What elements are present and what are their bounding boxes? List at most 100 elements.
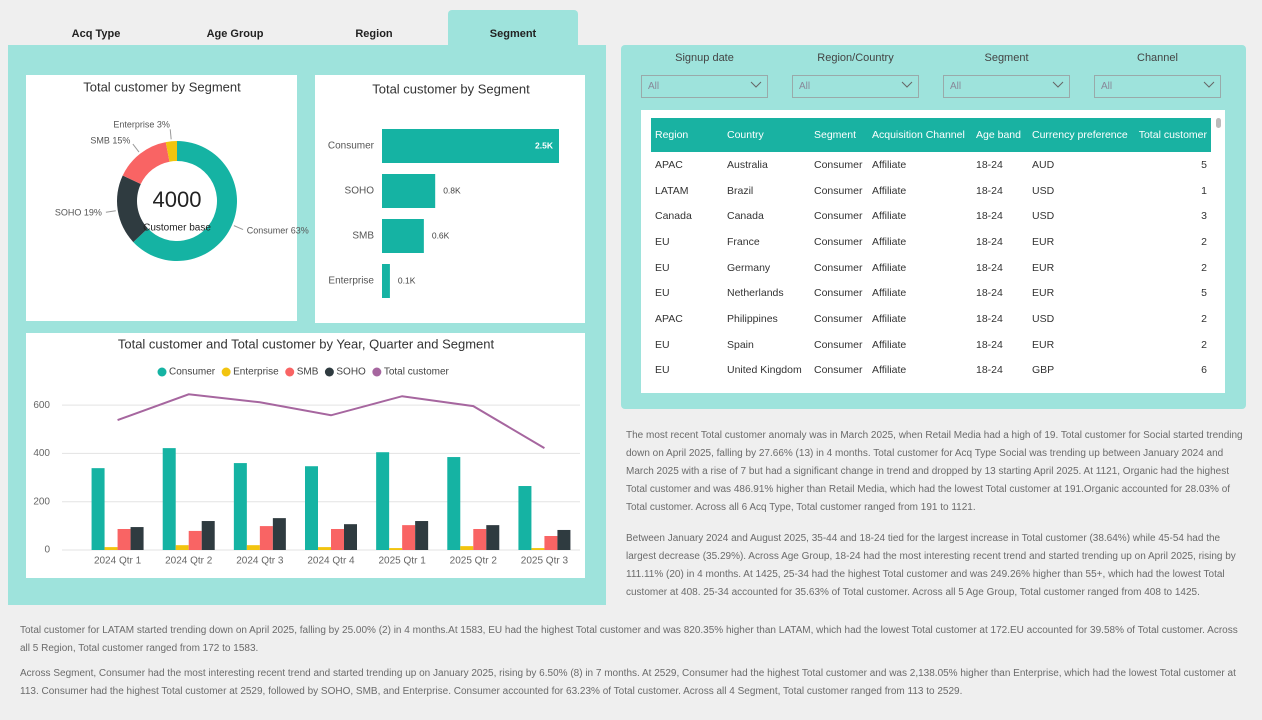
- table-cell: 2: [1201, 235, 1207, 248]
- table-cell: United Kingdom: [727, 364, 802, 377]
- table-cell: Consumer: [814, 184, 863, 197]
- x-tick-label: 2025 Qtr 3: [521, 556, 569, 567]
- legend-marker: [157, 367, 167, 377]
- bar: [272, 518, 286, 550]
- table-row: LATAM Brazil Consumer Affiliate 18-24 USD 1: [651, 178, 1211, 204]
- bar: [305, 466, 318, 550]
- table-cell: 18-24: [976, 210, 1003, 223]
- table-cell: Affiliate: [872, 235, 907, 248]
- table-cell: 18-24: [976, 261, 1003, 274]
- bar: [473, 528, 487, 550]
- table-cell: EU: [655, 338, 670, 351]
- table-cell: Affiliate: [872, 364, 907, 377]
- bar: [188, 530, 202, 550]
- table-row: Canada Canada Consumer Affiliate 18-24 USD 3: [651, 203, 1211, 229]
- y-tick-label: SOHO: [345, 186, 375, 197]
- filter-dropdown[interactable]: All: [792, 75, 919, 98]
- table-cell: Philippines: [727, 312, 778, 325]
- legend-marker: [324, 367, 334, 377]
- table-cell: 18-24: [976, 184, 1003, 197]
- donut-slice: [133, 141, 237, 261]
- insight-text: Between January 2024 and August 2025, 35…: [626, 533, 1236, 598]
- bar: [162, 448, 176, 550]
- chevron: [901, 81, 913, 88]
- filter-dropdown[interactable]: All: [641, 75, 768, 98]
- leader-line: [132, 143, 140, 153]
- chevron: [1203, 81, 1215, 88]
- table-cell: 18-24: [976, 364, 1003, 377]
- header-row: Region Country Segment Acquisition Channel A…: [651, 118, 1211, 152]
- table-cell: EU: [655, 261, 670, 274]
- legend-marker: [285, 367, 295, 377]
- data-label: 0.1K: [398, 275, 416, 285]
- filter-label: Region/Country: [817, 52, 894, 64]
- table-cell: LATAM: [655, 184, 689, 197]
- bar: [518, 486, 532, 550]
- filter-dropdown[interactable]: All: [943, 75, 1070, 98]
- x-tick-label: 2024 Qtr 1: [94, 556, 142, 567]
- table-row: EU Germany Consumer Affiliate 18-24 EUR 2: [651, 255, 1211, 281]
- data-label: Consumer 63%: [247, 226, 309, 236]
- legend-label: SMB: [297, 367, 319, 378]
- table-cell: APAC: [655, 158, 683, 171]
- table-cell: EUR: [1032, 261, 1055, 274]
- table-card: Region Country Segment Acquisition Channel A…: [641, 110, 1225, 393]
- bar: [318, 547, 331, 550]
- column-header: Total customer: [1133, 118, 1211, 152]
- legend-label: SOHO: [336, 367, 366, 378]
- bar: [544, 535, 558, 550]
- y-tick-label: 400: [33, 448, 50, 459]
- center-label: Customer base: [143, 223, 211, 234]
- leader-line: [233, 225, 244, 231]
- tab[interactable]: Acq Type: [71, 28, 121, 40]
- table-cell: Consumer: [814, 338, 863, 351]
- data-label: SMB 15%: [90, 135, 130, 145]
- filter-label: Signup date: [675, 52, 734, 64]
- data-label: 0.6K: [432, 230, 450, 240]
- table-cell: Affiliate: [872, 158, 907, 171]
- table-cell: 5: [1201, 158, 1207, 171]
- tab[interactable]: Age Group: [206, 28, 264, 40]
- bar: [233, 463, 247, 550]
- table-cell: 18-24: [976, 287, 1003, 300]
- bar: [246, 545, 260, 550]
- table-cell: EUR: [1032, 235, 1055, 248]
- filter-dropdown[interactable]: All: [1094, 75, 1221, 98]
- bar: [376, 452, 390, 550]
- filter-value: All: [799, 81, 811, 92]
- table-cell: 18-24: [976, 312, 1003, 325]
- insight-text: Across Segment, Consumer had the most in…: [20, 668, 1236, 697]
- table-cell: 18-24: [976, 158, 1003, 171]
- bar: [389, 548, 403, 550]
- chart-title: Total customer and Total customer by Yea…: [118, 336, 495, 351]
- bar: [331, 528, 344, 550]
- legend-marker: [221, 367, 231, 377]
- table-cell: 6: [1201, 364, 1207, 377]
- center-value: 4000: [153, 187, 202, 212]
- table-cell: USD: [1032, 210, 1055, 223]
- tab[interactable]: Segment: [448, 10, 578, 46]
- bar: [130, 527, 144, 550]
- leader-line: [169, 129, 172, 140]
- table-cell: 2: [1201, 338, 1207, 351]
- donut-slice: [122, 142, 170, 184]
- filter-label: Segment: [984, 52, 1029, 64]
- x-tick-label: 2025 Qtr 1: [379, 556, 427, 567]
- line: [117, 393, 545, 449]
- y-tick-label: Enterprise: [328, 276, 374, 287]
- table-row: EU Netherlands Consumer Affiliate 18-24 EUR 5: [651, 280, 1211, 306]
- table-cell: Consumer: [814, 210, 863, 223]
- x-tick-label: 2024 Qtr 3: [236, 556, 284, 567]
- table-cell: Consumer: [814, 312, 863, 325]
- y-tick-label: SMB: [352, 231, 374, 242]
- bar: [557, 529, 571, 550]
- tab[interactable]: Region: [355, 28, 393, 40]
- x-tick-label: 2025 Qtr 2: [450, 556, 498, 567]
- bar: [382, 219, 424, 253]
- legend-marker: [372, 367, 382, 377]
- donut-slice: [165, 141, 177, 162]
- table-cell: Consumer: [814, 287, 863, 300]
- insight-text: The most recent Total customer anomaly w…: [626, 430, 1243, 513]
- bar: [91, 468, 105, 550]
